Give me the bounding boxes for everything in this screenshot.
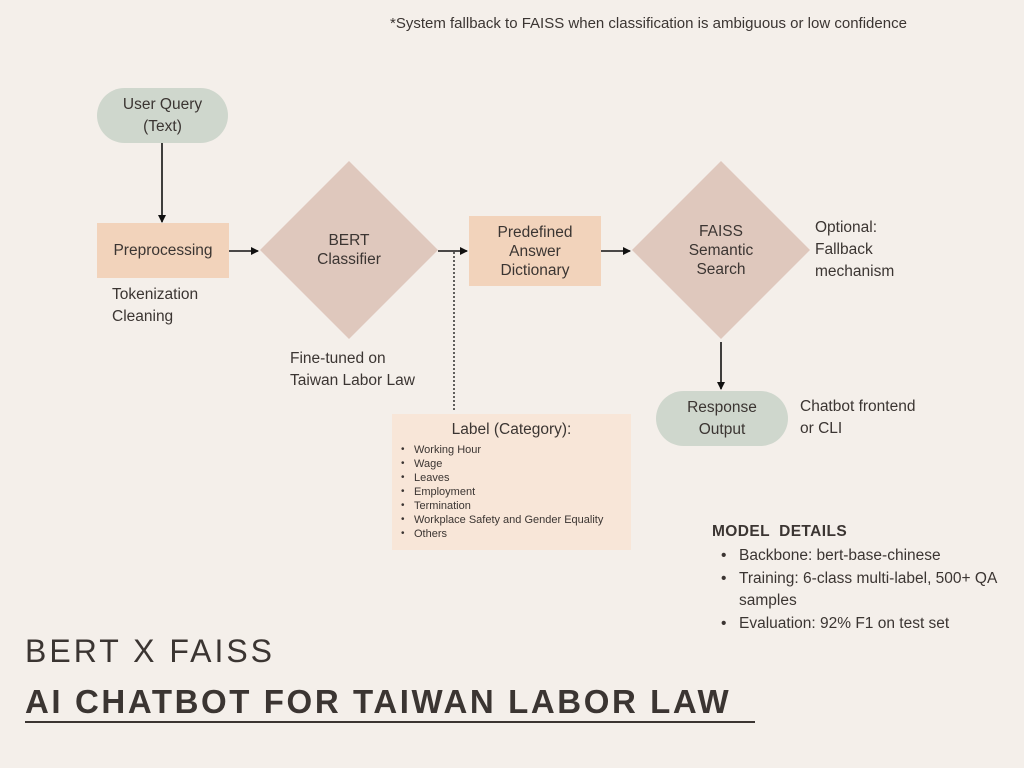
label-list: Working Hour Wage Leaves Employment Term… (401, 443, 603, 541)
label-category-box: Label (Category): Working Hour Wage Leav… (392, 414, 631, 550)
preprocessing-node: Preprocessing (97, 223, 229, 278)
user-query-node: User Query (Text) (97, 88, 228, 143)
model-detail-item: Evaluation: 92% F1 on test set (718, 613, 1018, 636)
faiss-search-label: FAISS Semantic Search (688, 222, 754, 278)
bert-annotation: Fine-tuned on Taiwan Labor Law (290, 350, 415, 389)
model-detail-item: Backbone: bert-base-chinese (718, 545, 1018, 568)
label-item: Termination (401, 499, 603, 513)
label-item: Wage (401, 457, 603, 471)
bert-diamond (260, 161, 438, 339)
page-title: AI CHATBOT FOR TAIWAN LABOR LAW (25, 683, 732, 720)
model-details-title: MODEL DETAILS (712, 523, 848, 540)
label-item: Employment (401, 485, 603, 499)
label-box-title: Label (Category): (451, 421, 572, 438)
response-annotation: Chatbot frontend or CLI (800, 398, 916, 437)
preprocessing-annotation: Tokenization Cleaning (112, 286, 199, 325)
label-item: Working Hour (401, 443, 603, 457)
label-item: Leaves (401, 471, 603, 485)
label-item: Workplace Safety and Gender Equality (401, 513, 603, 527)
model-details-list: Backbone: bert-base-chinese Training: 6-… (718, 545, 1018, 635)
label-item: Others (401, 527, 603, 541)
bert-classifier-label: BERT Classifier (317, 232, 381, 268)
fallback-note: *System fallback to FAISS when classific… (390, 15, 907, 32)
title-underline (25, 721, 755, 723)
answer-dictionary-node: Predefined Answer Dictionary (469, 216, 601, 286)
model-detail-item: Training: 6-class multi-label, 500+ QA s… (718, 568, 1018, 613)
response-output-node: Response Output (656, 391, 788, 446)
faiss-diamond (632, 161, 810, 339)
faiss-annotation: Optional: Fallback mechanism (815, 219, 895, 280)
subtitle: BERT X FAISS (25, 633, 276, 669)
